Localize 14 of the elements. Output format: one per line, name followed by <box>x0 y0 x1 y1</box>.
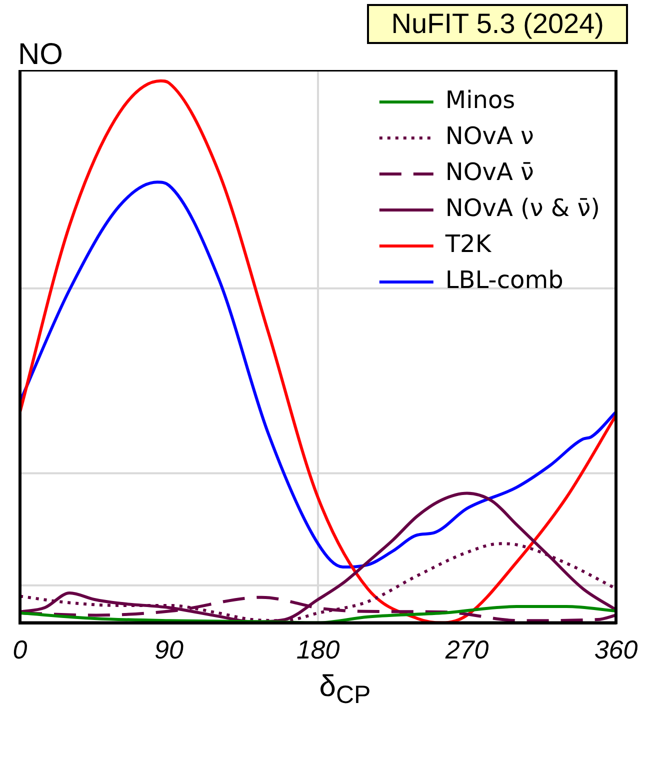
x-axis-title: δ$_{CP}$ <box>318 670 372 710</box>
legend-label: NOvA (ν & ν̄) <box>445 194 600 222</box>
legend-label: T2K <box>444 230 492 258</box>
text: NuFIT 5.3 (2024) <box>367 4 628 44</box>
legend-label: NOvA ν <box>445 122 534 150</box>
x-tick-label: 270 <box>444 634 490 665</box>
x-tick-label: 360 <box>594 634 638 665</box>
x-tick-label: 180 <box>296 634 340 665</box>
x-tick-label: 0 <box>12 634 28 665</box>
legend-label: NOvA ν̄ <box>445 158 534 186</box>
legend-label: Minos <box>445 86 516 114</box>
chart-title: NO <box>18 38 63 72</box>
legend-label: LBL-comb <box>445 266 564 294</box>
x-tick-label: 90 <box>154 634 184 665</box>
